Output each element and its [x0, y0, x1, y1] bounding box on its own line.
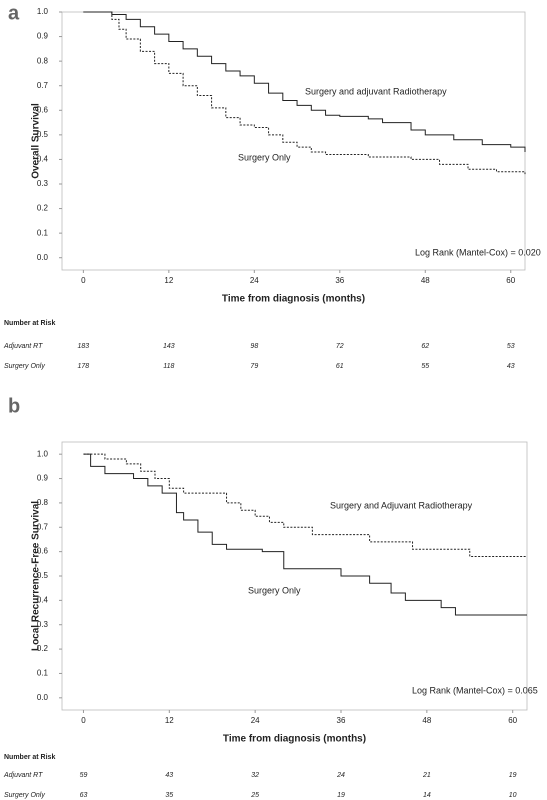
y-tick-label: 0.8	[37, 498, 49, 507]
risk-count: 25	[250, 792, 259, 799]
x-tick-label: 0	[81, 276, 86, 285]
risk-row-label: Adjuvant RT	[3, 343, 43, 350]
y-tick-label: 0.5	[37, 130, 49, 139]
y-tick-label: 0.3	[37, 620, 49, 629]
y-tick-label: 0.7	[37, 81, 49, 90]
y-tick-label: 0.0	[37, 253, 49, 262]
risk-count: 63	[80, 792, 88, 799]
risk-count: 14	[423, 792, 431, 799]
risk-row-label: Surgery Only	[4, 363, 45, 370]
risk-count: 55	[421, 363, 429, 370]
risk-count: 62	[421, 343, 429, 350]
risk-count: 178	[78, 363, 90, 370]
y-tick-label: 0.1	[37, 228, 49, 237]
risk-table-title: Number at Risk	[4, 754, 55, 761]
y-tick-label: 0.6	[37, 547, 49, 556]
x-axis-title: Time from diagnosis (months)	[222, 294, 365, 305]
x-tick-label: 12	[164, 276, 173, 285]
risk-count: 21	[422, 772, 431, 779]
survival-curve	[83, 453, 527, 616]
plot-frame	[61, 11, 526, 271]
y-tick-label: 0.5	[37, 571, 49, 580]
x-tick-label: 48	[422, 716, 431, 725]
survival-curve	[83, 11, 526, 153]
risk-count: 118	[163, 363, 174, 370]
annotation: Log Rank (Mantel-Cox) = 0.065	[412, 685, 538, 695]
x-tick-label: 12	[165, 716, 174, 725]
y-tick-label: 0.1	[37, 669, 49, 678]
risk-count: 32	[251, 772, 259, 779]
risk-count: 43	[507, 363, 515, 370]
y-tick-label: 0.8	[37, 56, 49, 65]
y-tick-label: 0.6	[37, 105, 49, 114]
survival-curve	[83, 11, 526, 175]
y-tick-label: 0.2	[37, 204, 49, 213]
risk-count: 183	[78, 343, 90, 350]
x-axis-title: Time from diagnosis (months)	[223, 734, 366, 745]
risk-count: 79	[250, 363, 258, 370]
risk-count: 19	[337, 792, 345, 799]
y-tick-label: 0.9	[37, 474, 49, 483]
risk-count: 61	[336, 363, 344, 370]
curve-label: Surgery Only	[248, 585, 301, 595]
x-tick-label: 60	[506, 276, 515, 285]
risk-count: 98	[250, 343, 258, 350]
survival-curve	[83, 453, 527, 558]
risk-row-label: Surgery Only	[4, 792, 45, 799]
risk-count: 35	[165, 792, 173, 799]
risk-count: 143	[163, 343, 175, 350]
plot-frame	[61, 441, 528, 711]
risk-count: 19	[509, 772, 517, 779]
x-tick-label: 36	[335, 276, 344, 285]
risk-count: 10	[509, 792, 517, 799]
y-tick-label: 0.4	[37, 155, 49, 164]
x-tick-label: 0	[81, 716, 86, 725]
y-tick-label: 0.4	[37, 595, 49, 604]
risk-count: 59	[80, 772, 88, 779]
x-tick-label: 24	[250, 276, 259, 285]
y-tick-label: 1.0	[37, 449, 49, 458]
curve-label: Surgery and Adjuvant Radiotherapy	[330, 500, 473, 510]
risk-count: 43	[165, 772, 173, 779]
x-tick-label: 60	[508, 716, 517, 725]
risk-count: 24	[336, 772, 345, 779]
panel-label: a	[8, 2, 20, 24]
panel-label: b	[8, 395, 20, 417]
risk-count: 53	[507, 343, 515, 350]
y-tick-label: 0.7	[37, 522, 49, 531]
y-tick-label: 1.0	[37, 7, 49, 16]
annotation: Surgery Only	[238, 152, 291, 162]
y-axis-title: Local Recurrence-Free Survival	[31, 501, 42, 651]
y-axis-title: Overall Survival	[31, 103, 42, 179]
y-tick-label: 0.0	[37, 693, 49, 702]
y-tick-label: 0.2	[37, 644, 49, 653]
annotation: Surgery and adjuvant Radiotherapy	[305, 86, 447, 96]
x-tick-label: 24	[251, 716, 260, 725]
risk-row-label: Adjuvant RT	[3, 772, 43, 779]
x-tick-label: 36	[337, 716, 346, 725]
y-tick-label: 0.9	[37, 32, 49, 41]
risk-count: 72	[336, 343, 344, 350]
risk-table-title: Number at Risk	[4, 320, 55, 327]
x-tick-label: 48	[421, 276, 430, 285]
annotation: Log Rank (Mantel-Cox) = 0.020	[415, 247, 541, 257]
y-tick-label: 0.3	[37, 179, 49, 188]
